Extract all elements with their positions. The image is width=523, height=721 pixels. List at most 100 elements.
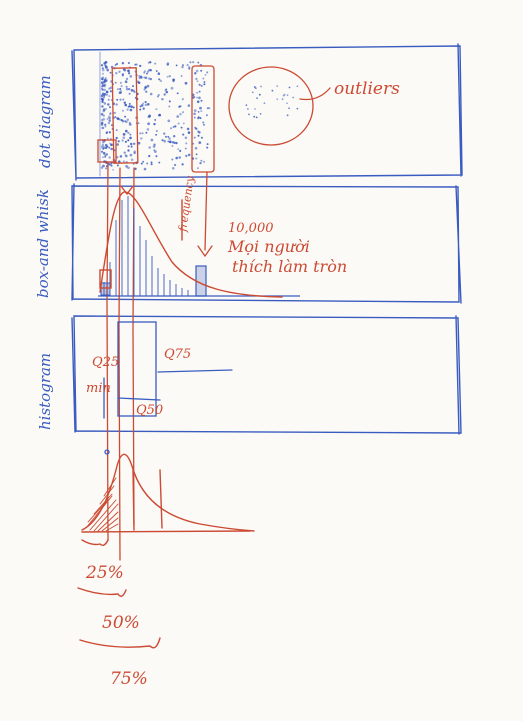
- dot-point: [114, 116, 117, 119]
- dot-point: [127, 149, 130, 152]
- outlier-point: [276, 85, 279, 87]
- dot-point: [161, 97, 164, 101]
- dot-point: [146, 84, 150, 88]
- dot-point: [101, 67, 104, 70]
- dot-point: [204, 73, 207, 76]
- dot-point: [118, 70, 121, 73]
- q50-label: Q50: [136, 403, 163, 418]
- dot-point: [148, 146, 151, 149]
- dot-point: [159, 79, 163, 82]
- dot-point: [196, 167, 199, 170]
- bottom-baseline: [81, 530, 251, 533]
- dot-point: [125, 87, 129, 91]
- dot-point: [107, 98, 110, 101]
- dot-point: [163, 140, 167, 143]
- dot-point: [144, 100, 147, 104]
- dot-point: [158, 78, 161, 81]
- dot-point: [172, 134, 176, 138]
- dot-point: [104, 64, 107, 67]
- dot-point: [184, 147, 187, 150]
- dot-point: [154, 62, 157, 65]
- outlier-pointer: [299, 87, 331, 101]
- dot-point: [158, 161, 161, 164]
- dot-point: [143, 167, 147, 171]
- shaded-q25-area: [85, 477, 119, 532]
- label-dot-diagram: dot diagram: [36, 75, 54, 168]
- dot-point: [106, 117, 109, 121]
- dot-point: [130, 143, 133, 146]
- dot-point: [125, 165, 128, 168]
- outlier-point: [258, 93, 261, 96]
- dot-point: [145, 90, 148, 93]
- outlier-point: [247, 108, 249, 110]
- dot-point: [138, 76, 141, 80]
- dot-point: [144, 76, 148, 80]
- dot-point: [185, 154, 188, 158]
- dot-point: [129, 75, 133, 78]
- dot-point: [195, 127, 198, 130]
- dot-point: [134, 63, 137, 66]
- dot-point: [107, 103, 110, 106]
- dot-point: [132, 89, 135, 92]
- dot-point: [196, 80, 199, 83]
- dot-point: [101, 68, 105, 72]
- dot-point: [109, 113, 112, 116]
- dot-point: [172, 125, 175, 128]
- dot-point: [192, 142, 195, 145]
- dot-point: [163, 139, 166, 142]
- dot-point: [155, 133, 158, 136]
- dot-point: [104, 155, 107, 158]
- dot-point: [100, 84, 104, 88]
- dot-point: [187, 131, 191, 134]
- dot-point: [184, 81, 188, 85]
- dot-point: [171, 145, 174, 147]
- dot-point: [128, 87, 131, 91]
- bottom-density-curve: [81, 453, 255, 532]
- dot-point: [208, 107, 211, 110]
- dot-point: [108, 106, 112, 109]
- dot-point: [116, 164, 119, 167]
- dot-point: [140, 137, 143, 140]
- dot-point: [198, 83, 201, 86]
- histogram-frame: [71, 315, 462, 435]
- dot-point: [206, 146, 209, 149]
- dot-point: [128, 92, 131, 95]
- dot-point: [163, 132, 166, 135]
- connector-q25: [106, 161, 109, 541]
- dot-point: [197, 110, 200, 113]
- dot-point: [105, 66, 108, 69]
- dot-point: [179, 105, 182, 108]
- dot-point: [109, 142, 112, 145]
- dot-point: [203, 81, 206, 83]
- dot-point: [134, 167, 137, 171]
- dot-point: [115, 72, 118, 75]
- dot-point: [168, 75, 171, 78]
- dot-point: [124, 80, 128, 84]
- dot-point: [200, 84, 203, 87]
- dot-point: [177, 148, 180, 151]
- dot-point: [154, 118, 157, 121]
- count-label: 10,000: [228, 221, 274, 236]
- dot-point: [186, 64, 189, 67]
- dot-point: [194, 72, 197, 75]
- dot-point: [127, 72, 131, 75]
- dot-point: [176, 115, 179, 118]
- dot-point: [175, 64, 178, 67]
- dot-point: [126, 108, 129, 111]
- brace-50: [77, 587, 127, 597]
- dot-point: [121, 109, 125, 112]
- outlier-point: [260, 85, 262, 88]
- dot-point: [197, 134, 200, 137]
- outlier-point: [263, 102, 266, 104]
- dot-point: [101, 92, 105, 96]
- dot-point: [105, 93, 108, 96]
- dot-point: [150, 163, 153, 166]
- dot-point: [148, 115, 151, 118]
- low-spike-mark: [99, 269, 112, 289]
- dot-point: [175, 141, 178, 145]
- dot-point: [101, 88, 104, 91]
- note-line-1: Mọi người: [227, 237, 310, 256]
- dot-point: [128, 123, 132, 126]
- dot-point: [104, 79, 108, 83]
- dot-point: [133, 152, 136, 155]
